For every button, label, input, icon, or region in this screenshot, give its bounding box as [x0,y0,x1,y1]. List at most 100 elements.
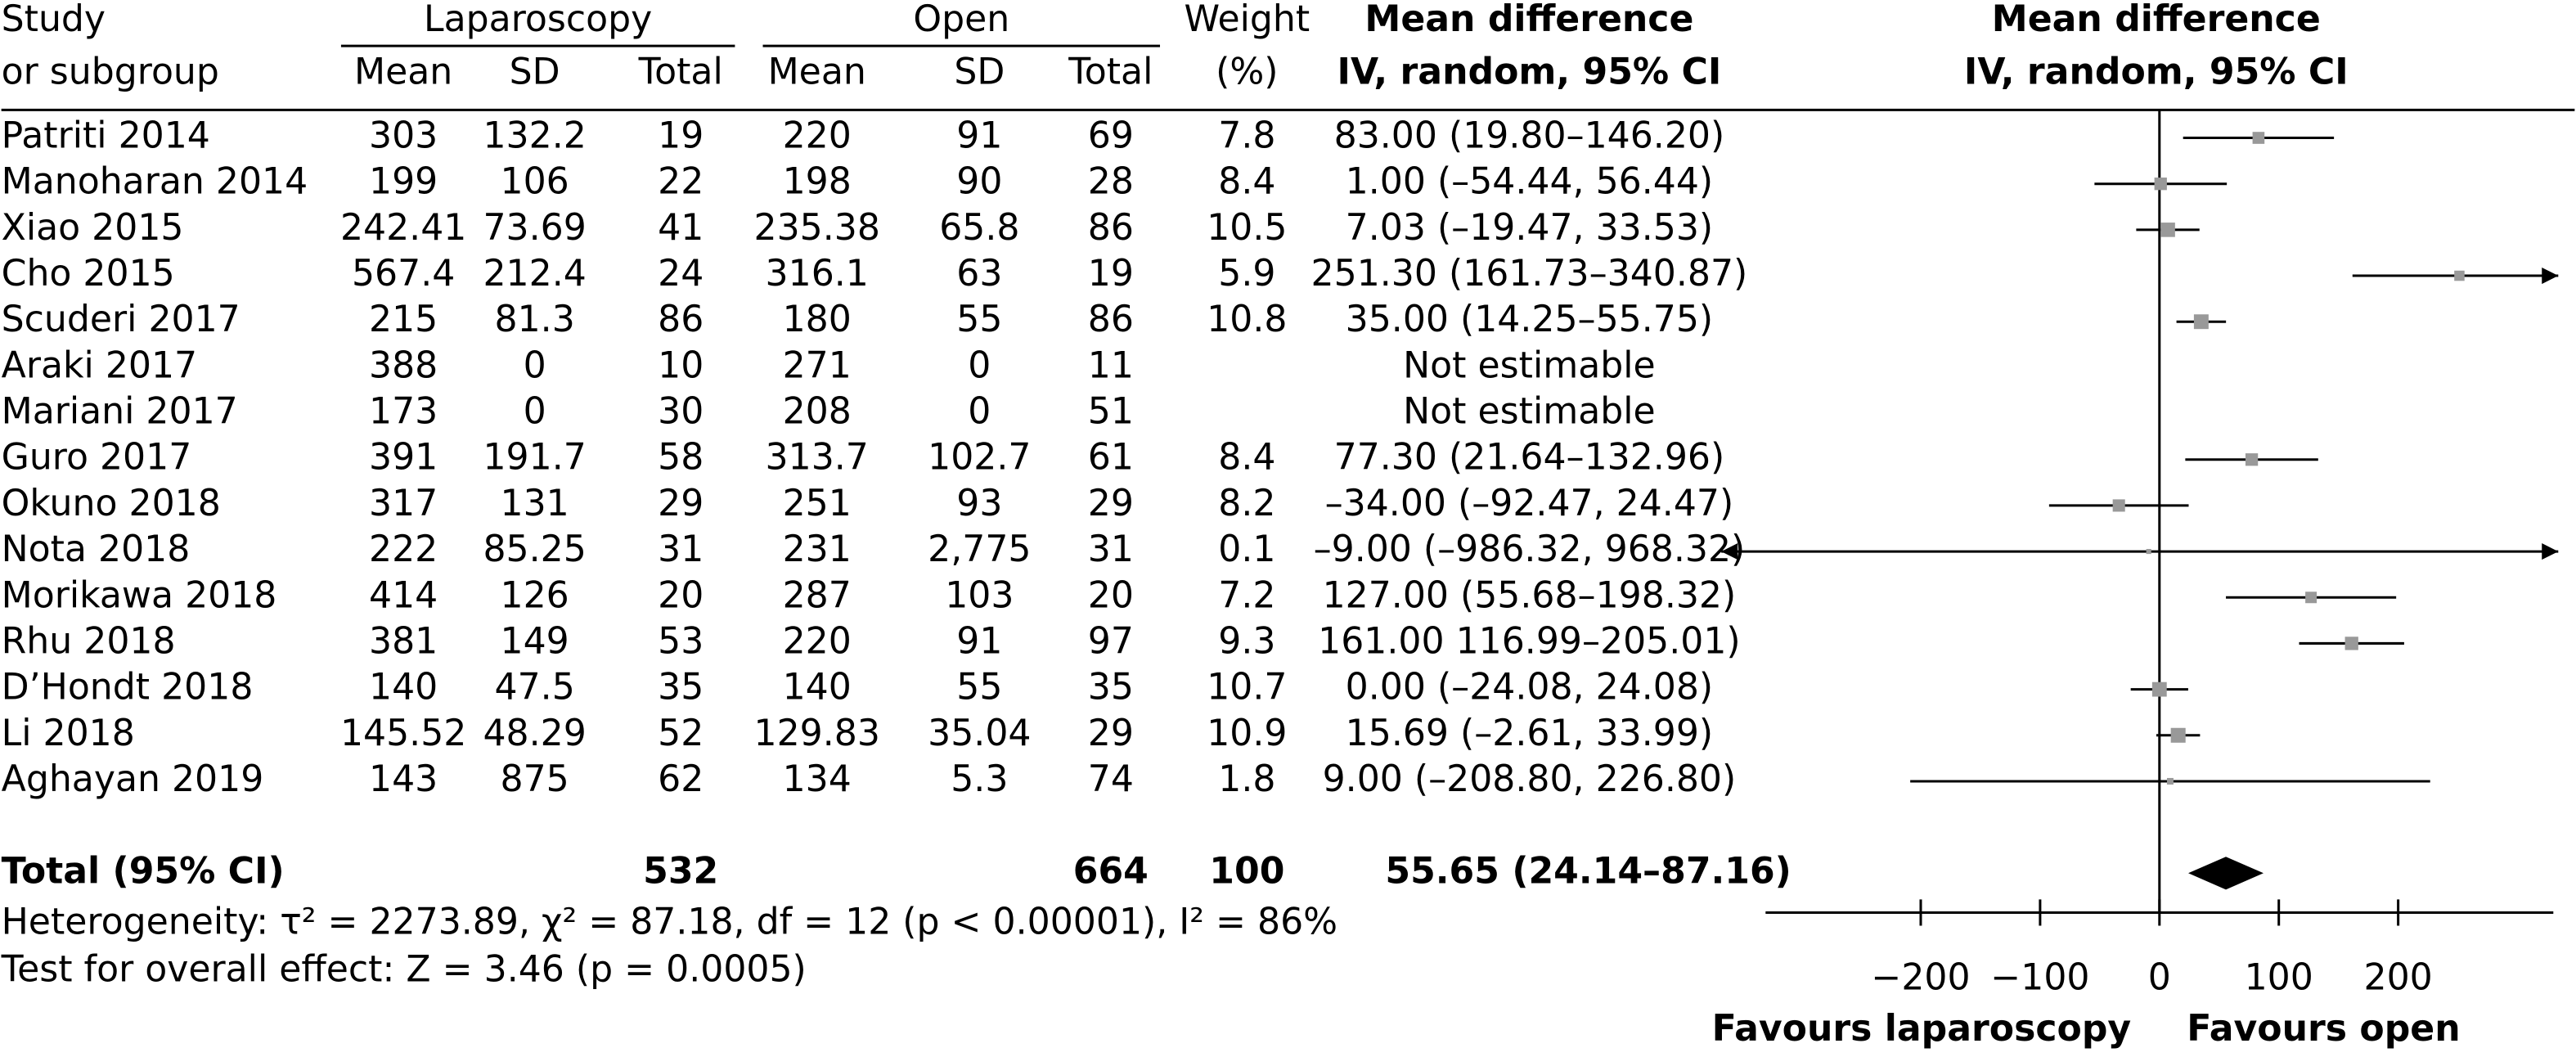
effect-square [2344,636,2358,650]
effect-square [2112,499,2125,512]
header: or subgroup [2,51,219,92]
table-cell: 29 [1088,483,1134,524]
table-cell: 31 [658,528,704,570]
ci-label: 15.69 (–2.61, 33.99) [1346,713,1713,754]
table-cell: 134 [783,758,852,800]
table-cell: 0 [968,344,991,386]
effect-square [2151,681,2167,697]
ci-label: 7.03 (–19.47, 33.53) [1346,207,1713,249]
header: Weight [1184,0,1310,40]
ci-label: –9.00 (–986.32, 968.32) [1314,528,1746,570]
table-cell: 251 [783,483,852,524]
table-cell: 29 [658,483,704,524]
table-cell: 29 [1088,713,1134,754]
table-cell: 222 [369,528,438,570]
table-cell: 242.41 [340,207,466,249]
table-cell: 198 [783,161,852,203]
table-cell: 31 [1088,528,1134,570]
table-cell: 53 [658,620,704,662]
table-cell: 0 [524,344,546,386]
table-cell: 0 [968,391,991,433]
table-cell: 55 [956,299,1002,340]
weight: 0.1 [1218,528,1275,570]
ci-label: 0.00 (–24.08, 24.08) [1346,667,1713,708]
effect-square [2454,270,2465,281]
weight: 7.8 [1218,115,1275,157]
table-cell: 85.25 [483,528,586,570]
header: Study [2,0,106,40]
ci-label: 35.00 (14.25–55.75) [1346,299,1713,340]
header: Mean [354,51,452,92]
table-cell: 91 [956,620,1002,662]
table-cell: 63 [956,253,1002,295]
table-cell: 140 [783,667,852,708]
weight: 1.8 [1218,758,1275,800]
table-cell: 381 [369,620,438,662]
header: SD [510,51,560,92]
study-name: Li 2018 [2,713,135,754]
table-cell: 93 [956,483,1002,524]
table-cell: 102.7 [928,437,1031,479]
header: (%) [1216,51,1278,92]
table-cell: 74 [1088,758,1134,800]
table-cell: 41 [658,207,704,249]
favours-label: Favours open [2187,1008,2460,1050]
total-cell: 532 [643,850,718,892]
total-ci-label: 55.65 (24.14–87.16) [1385,850,1791,892]
weight: 10.5 [1207,207,1287,249]
ci-arrow [1721,543,1738,560]
table-cell: 48.29 [483,713,586,754]
study-name: Cho 2015 [2,253,175,295]
header: IV, random, 95% CI [1337,51,1722,92]
table-cell: 65.8 [939,207,1019,249]
x-tick-label: −100 [1990,957,2089,999]
header: Total [1068,51,1153,92]
study-name: Guro 2017 [2,437,192,479]
weight: 10.8 [1207,299,1287,340]
table-cell: 140 [369,667,438,708]
overall-effect: Test for overall effect: Z = 3.46 (p = 0… [1,949,807,991]
table-cell: 313.7 [766,437,869,479]
effect-square [2252,132,2265,144]
header: Mean difference [1992,0,2321,40]
table-cell: 86 [1088,299,1134,340]
x-tick-label: 0 [2148,957,2171,999]
header: Mean difference [1364,0,1693,40]
weight: 9.3 [1218,620,1275,662]
table-cell: 5.3 [951,758,1008,800]
study-name: Mariani 2017 [2,391,238,433]
study-name: Araki 2017 [2,344,197,386]
table-cell: 173 [369,391,438,433]
effect-square [2160,223,2175,237]
ci-label: –34.00 (–92.47, 24.47) [1325,483,1734,524]
weight: 10.7 [1207,667,1287,708]
table-cell: 20 [658,574,704,616]
table-cell: 103 [945,574,1014,616]
favours-label: Favours laparoscopy [1712,1008,2132,1050]
table-cell: 414 [369,574,438,616]
effect-square [2170,727,2186,743]
table-cell: 875 [501,758,569,800]
table-cell: 271 [783,344,852,386]
total-cell: 664 [1073,850,1149,892]
table-cell: 58 [658,437,704,479]
table-cell: 61 [1088,437,1134,479]
weight: 8.4 [1218,437,1275,479]
table-cell: 11 [1088,344,1134,386]
table-cell: 215 [369,299,438,340]
table-cell: 220 [783,620,852,662]
ci-label: 161.00 116.99–205.01) [1318,620,1741,662]
table-cell: 81.3 [495,299,575,340]
table-cell: 35 [1088,667,1134,708]
header: Laparoscopy [424,0,652,40]
table-cell: 10 [658,344,704,386]
table-cell: 235.38 [754,207,880,249]
table-cell: 86 [1088,207,1134,249]
x-tick-label: −200 [1871,957,1970,999]
table-cell: 0 [524,391,546,433]
table-cell: 35 [658,667,704,708]
table-cell: 143 [369,758,438,800]
header: Mean [768,51,866,92]
study-name: Rhu 2018 [2,620,176,662]
